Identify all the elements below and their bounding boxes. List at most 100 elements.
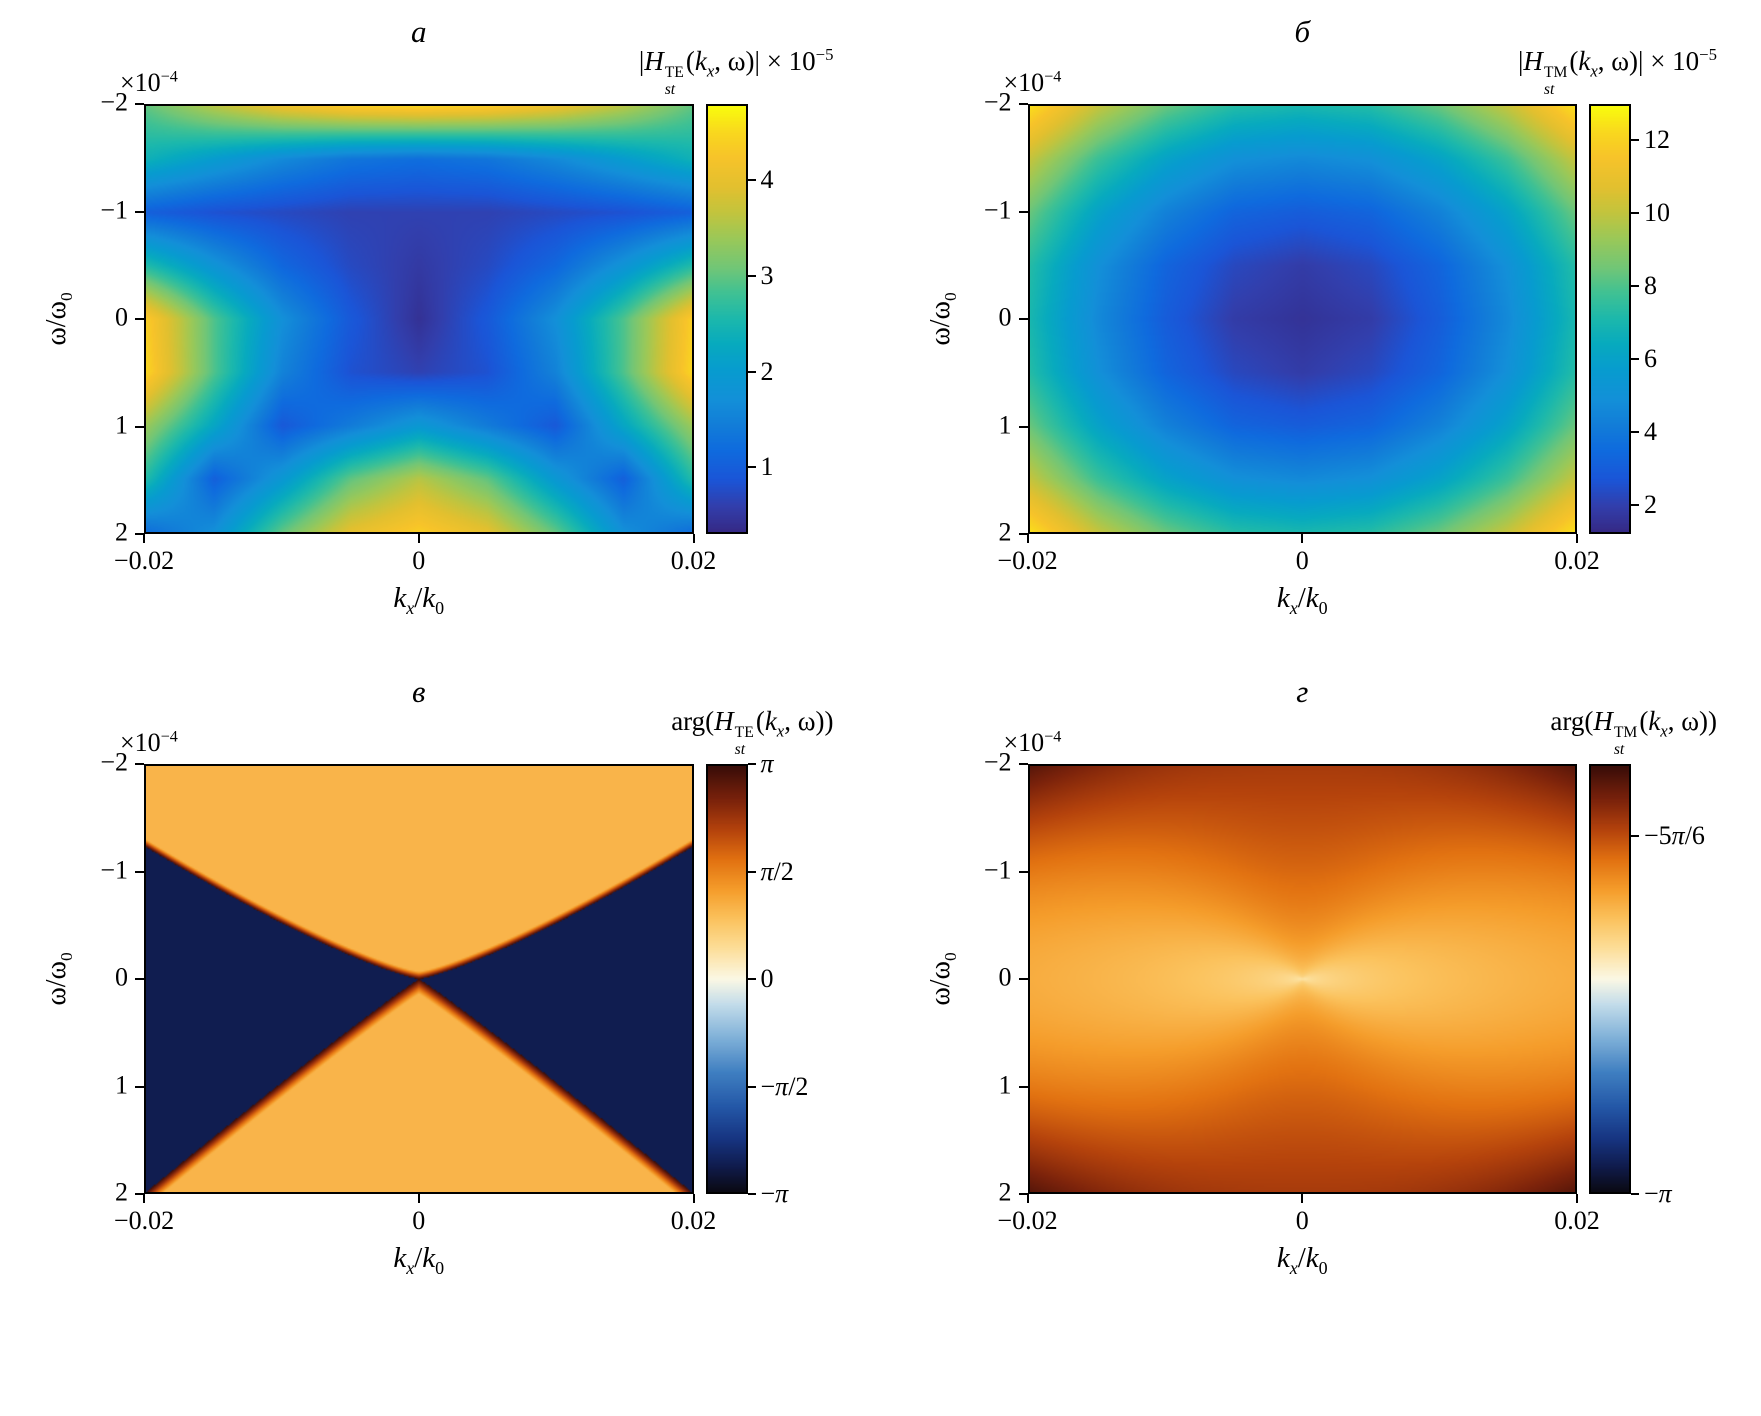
- y-tick-mark: [135, 103, 144, 105]
- y-tick-mark: [1018, 763, 1028, 765]
- y-tick-label: −2: [983, 747, 1012, 777]
- x-tick-label: −0.02: [113, 1206, 175, 1235]
- colorbar-tick-label: 10: [1644, 198, 1670, 228]
- x-tick-mark: [1576, 534, 1578, 543]
- colorbar-tick-mark: [747, 1193, 756, 1195]
- y-tick-mark: [1018, 533, 1028, 535]
- y-tick-mark: [135, 533, 144, 535]
- panel-title: arg(H TM st (kx, ω)): [1550, 706, 1717, 758]
- heatmap-plot: [144, 764, 694, 1194]
- y-tick-label: 0: [115, 962, 128, 992]
- colorbar-tick-mark: [747, 275, 756, 277]
- y-tick-mark: [135, 210, 144, 213]
- colorbar-tick-mark: [1631, 834, 1639, 837]
- colorbar-tick-mark: [747, 978, 756, 980]
- y-tick-mark: [1018, 1193, 1028, 1195]
- y-axis-label: ω/ω0: [924, 952, 960, 1006]
- x-tick-label: 0.02: [1554, 1206, 1600, 1235]
- panel-b: б ×10−4 |H TM st (kx, ω)| × 10−5 ω/ω0 −2 −1 0…: [920, 14, 1718, 630]
- colorbar-tick-label: −π: [760, 1179, 789, 1208]
- panel-g: г ×10−4 arg(H TM st (kx, ω)) ω/ω0 −2 −1 0 1 2 −…: [920, 674, 1717, 1290]
- y-tick-labels: −2 −1 0 1 2: [82, 748, 144, 1207]
- colorbar-tick-label: −π: [1644, 1179, 1672, 1208]
- colorbar-tick-label: 6: [1644, 344, 1657, 374]
- x-tick-labels: −0.02 0 0.02: [997, 534, 1600, 580]
- x-tick-mark: [143, 1194, 145, 1203]
- panel-letter: в: [412, 674, 426, 709]
- y-tick-label: −1: [983, 855, 1012, 884]
- y-tick-label: 2: [115, 517, 128, 547]
- colorbar: [1589, 104, 1631, 534]
- heatmap-plot: [1027, 764, 1577, 1194]
- y-tick-label: −2: [100, 87, 128, 117]
- y-scale-note: ×10−4: [1003, 68, 1062, 97]
- x-tick-mark: [1026, 534, 1029, 543]
- colorbar-tick-label: 1: [760, 452, 774, 482]
- colorbar-tick-label: π: [760, 749, 774, 778]
- heatmap-plot: [144, 104, 694, 534]
- colorbar-tick-labels: 2 4 6 8 10 12: [1631, 104, 1717, 534]
- colorbar-tick-mark: [747, 370, 756, 373]
- colorbar-tick-labels: π π/2 0 −π/2 −π: [747, 749, 834, 1208]
- y-tick-labels: −2 −1 0 1 2: [966, 748, 1028, 1207]
- x-tick-labels: −0.02 0 0.02: [114, 1194, 716, 1240]
- y-tick-label: 0: [998, 962, 1012, 992]
- y-tick-label: 2: [998, 1177, 1012, 1207]
- x-axis-label: kx/k0: [393, 1242, 445, 1278]
- y-tick-label: 1: [998, 1070, 1012, 1099]
- x-tick-label: 0: [1295, 1206, 1309, 1235]
- colorbar-tick-label: π/2: [760, 856, 794, 886]
- x-tick-label: 0.02: [670, 546, 717, 575]
- x-axis-label: kx/k0: [1276, 582, 1328, 618]
- y-tick-label: 2: [115, 1177, 128, 1207]
- colorbar-tick-label: 2: [1644, 489, 1657, 519]
- colorbar-tick-mark: [747, 1085, 756, 1088]
- x-tick-label: 0: [412, 546, 426, 575]
- panel-letter: а: [411, 14, 427, 49]
- colorbar-tick-mark: [747, 763, 756, 765]
- y-tick-mark: [135, 870, 144, 873]
- y-tick-mark: [1018, 210, 1028, 213]
- panel-letter: г: [1296, 674, 1309, 709]
- x-tick-mark: [1301, 1194, 1304, 1203]
- x-tick-mark: [143, 534, 145, 543]
- x-tick-mark: [692, 534, 695, 543]
- panel-title: |H TE st (kx, ω)| × 10−5: [638, 45, 834, 98]
- colorbar-gradient: [1591, 106, 1629, 532]
- x-tick-label: −0.02: [997, 1206, 1058, 1235]
- x-tick-mark: [692, 1194, 695, 1203]
- colorbar-tick-label: −5π/6: [1644, 820, 1705, 850]
- colorbar-tick-labels: 1 2 3 4: [747, 104, 834, 534]
- panel-header: ×10−4 |H TM st (kx, ω)| × 10−5: [966, 45, 1718, 104]
- colorbar-gradient: [707, 766, 746, 1192]
- y-scale-note: ×10−4: [120, 68, 178, 97]
- colorbar-gradient: [1591, 766, 1629, 1192]
- x-tick-label: −0.02: [997, 546, 1058, 575]
- y-tick-mark: [135, 1085, 144, 1088]
- x-tick-mark: [417, 1194, 420, 1203]
- y-tick-mark: [1018, 425, 1028, 428]
- panel-header: ×10−4 arg(H TE st (kx, ω)): [82, 706, 834, 764]
- y-tick-mark: [1018, 1085, 1028, 1088]
- x-tick-label: 0.02: [670, 1206, 717, 1235]
- panel-letter: б: [1294, 14, 1311, 49]
- x-tick-mark: [1576, 1194, 1578, 1203]
- heatmap-canvas: [146, 766, 692, 1192]
- x-tick-labels: −0.02 0 0.02: [114, 534, 716, 580]
- x-tick-label: 0: [1295, 546, 1309, 575]
- colorbar-tick-label: 2: [760, 356, 774, 386]
- colorbar-tick-mark: [1631, 503, 1639, 506]
- colorbar-tick-mark: [747, 870, 756, 873]
- y-tick-label: 0: [998, 302, 1012, 332]
- y-tick-labels: −2 −1 0 1 2: [82, 88, 144, 547]
- colorbar: [1589, 764, 1631, 1194]
- y-tick-label: −1: [983, 195, 1012, 224]
- colorbar-gradient: [707, 106, 746, 532]
- colorbar-tick-label: 8: [1644, 271, 1657, 301]
- colorbar-tick-label: 4: [760, 165, 774, 195]
- y-scale-note: ×10−4: [1003, 728, 1062, 757]
- x-tick-mark: [1026, 1194, 1029, 1203]
- y-tick-label: 2: [998, 517, 1012, 547]
- colorbar-tick-label: 3: [760, 261, 774, 290]
